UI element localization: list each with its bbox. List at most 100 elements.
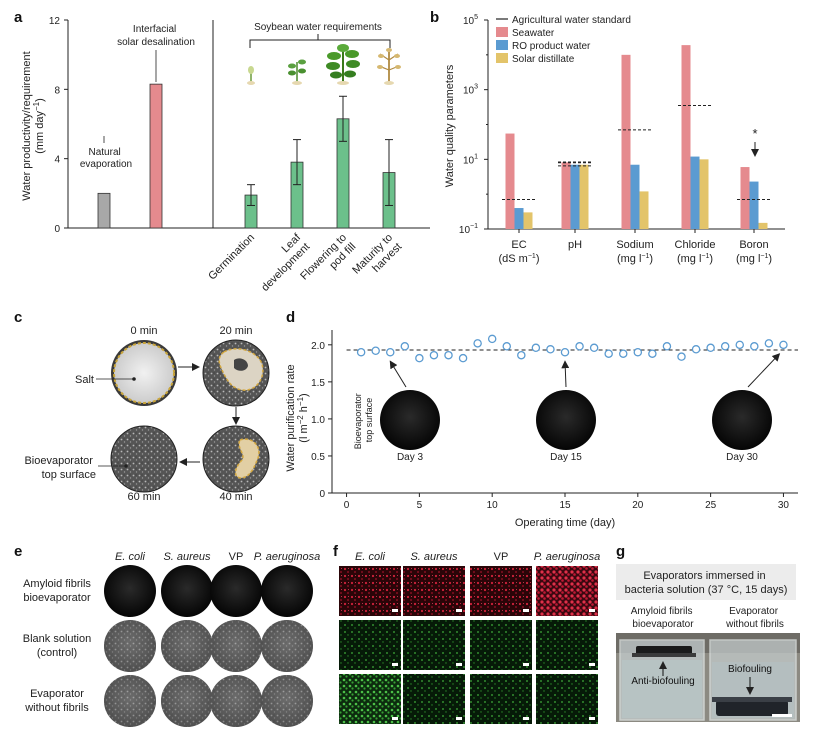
- panel-d-ytick-label: 0.5: [311, 452, 325, 463]
- panel-f-micrograph: [536, 620, 598, 670]
- panel-d-point: [735, 340, 745, 350]
- panel-b-bar: [523, 212, 533, 229]
- panel-b-ytick-label: 101: [463, 153, 478, 166]
- panel-a-ytick-label: 12: [49, 16, 61, 27]
- panel-f-scale-bar: [456, 717, 462, 720]
- row-label-line: bioevaporator: [23, 592, 91, 604]
- panel-e-plate: [104, 565, 156, 617]
- panel-b-bar: [749, 181, 759, 229]
- panel-b-xtick-label: Sodium: [616, 239, 653, 251]
- panel-f-micrograph: [536, 674, 598, 724]
- panel-b-bar: [621, 54, 631, 230]
- panel-f-micrograph: [470, 620, 532, 670]
- panel-b-bar: [579, 164, 589, 229]
- panel-f-column-headers: E. coli S. aureus VP P. aeruginosa: [355, 551, 600, 563]
- salt-label: Salt: [75, 374, 94, 386]
- disc-0min: [111, 340, 177, 406]
- time-label-20: 20 min: [219, 325, 252, 337]
- panel-label-c: c: [14, 309, 22, 326]
- panel-d-ylabel-unit-close: ): [298, 393, 310, 397]
- unit-sup: −1: [760, 253, 768, 260]
- panel-f-scale-bar: [523, 609, 529, 612]
- legend-swatch: [496, 27, 508, 37]
- maturity-plant-icon: [377, 48, 401, 85]
- panel-d-point: [356, 347, 366, 357]
- panel-d-point: [444, 350, 453, 360]
- bioevaporator-label-line1: Bioevaporator: [24, 455, 93, 467]
- panel-e-plate-shade: [210, 675, 262, 727]
- panel-d-points: [356, 334, 788, 363]
- panel-g-caption-line1: Evaporators immersed in: [643, 570, 765, 582]
- unit-close: ): [536, 253, 540, 265]
- panel-d-point: [575, 342, 584, 351]
- panel-a: a Water productivity/requirement (mm day…: [14, 9, 430, 294]
- panel-b-xtick-label: pH: [568, 239, 582, 251]
- panel-c: c 0 min 20 min 60 min 40 min: [14, 309, 270, 503]
- panel-g-left-label-line1: Amyloid fibrils: [631, 606, 693, 617]
- panel-d-point: [677, 352, 686, 361]
- soybean-bracket: [249, 34, 391, 48]
- panel-label-f: f: [333, 543, 339, 560]
- legend-swatch: [496, 40, 508, 50]
- panel-a-yticks: 0 4 8 12: [49, 16, 68, 235]
- row-label-line: Evaporator: [30, 688, 84, 700]
- panel-e-plate: [161, 565, 213, 617]
- panel-a-ytick-label: 0: [54, 224, 60, 235]
- panel-e-row-label: Blank solution (control): [23, 633, 92, 659]
- panel-d-inset-label: Day 15: [550, 452, 582, 463]
- panel-f-micrograph: [403, 620, 465, 670]
- panel-d-point: [706, 343, 715, 353]
- salt-leader-dot: [132, 377, 136, 381]
- panel-d-xtick-label: 30: [778, 500, 790, 511]
- panel-f-scale-bar: [456, 609, 462, 612]
- ytick-base: 10: [463, 155, 475, 166]
- panel-b-bar: [740, 167, 750, 229]
- annotation-soybean: Soybean water requirements: [254, 22, 382, 33]
- panel-b-legend: Agricultural water standard Seawater RO pr…: [496, 15, 631, 65]
- panel-f-micrograph: [403, 674, 465, 724]
- panel-g: g Evaporators immersed in bacteria solut…: [616, 543, 800, 722]
- germination-plant-icon: [247, 66, 255, 85]
- legend-label: Solar distillate: [512, 54, 575, 65]
- unit-text: (mg l: [736, 253, 760, 265]
- row-label-line: Blank solution: [23, 633, 92, 645]
- panel-a-ytick-label: 4: [54, 155, 60, 166]
- panel-label-g: g: [616, 543, 625, 560]
- panel-d-point: [458, 353, 468, 363]
- panel-f-micrograph: [339, 674, 401, 724]
- panel-e-row-labels: Amyloid fibrils bioevaporator Blank soluti…: [23, 578, 92, 714]
- panel-d-xtick-label: 10: [487, 500, 499, 511]
- ytick-exp: −1: [470, 223, 478, 230]
- panel-a-xtick-label: Leafdevelopment: [250, 231, 313, 294]
- ytick-exp: 1: [474, 153, 478, 160]
- panel-d-point: [648, 349, 657, 358]
- panel-g-caption-line2: bacteria solution (37 °C, 15 days): [625, 584, 788, 596]
- panel-d-point: [429, 350, 439, 360]
- panel-d-point: [531, 343, 541, 353]
- panel-b-xtick-unit: (mg l−1): [736, 253, 772, 265]
- panel-e-plate-shade: [104, 675, 156, 727]
- panel-e-column-header: E. coli: [115, 551, 146, 563]
- panel-e-column-header: P. aeruginosa: [254, 551, 320, 563]
- panel-d-point: [517, 350, 526, 360]
- panel-e-column-header: VP: [229, 551, 244, 563]
- panel-d-xlabel: Operating time (day): [515, 517, 615, 529]
- panel-e-plate-shade: [161, 620, 213, 672]
- inset-caption-line1: Bioevaporator: [353, 393, 363, 449]
- panel-e-column-header: S. aureus: [163, 551, 211, 563]
- panel-label-b: b: [430, 9, 439, 26]
- panel-g-anti-label: Anti-biofouling: [631, 676, 694, 687]
- panel-d-point: [487, 334, 497, 344]
- panel-g-left-label-line2: bioevaporator: [632, 619, 694, 630]
- panel-d-inset-arrow: [389, 360, 407, 388]
- panel-f-column-header: VP: [494, 551, 509, 563]
- unit-sup: −1: [528, 253, 536, 260]
- panel-d-ylabel-unit: (l m−2 h−1): [296, 393, 310, 442]
- time-label-40: 40 min: [219, 491, 252, 503]
- panel-f-scale-bar: [589, 717, 595, 720]
- ytick-base: 10: [459, 225, 471, 236]
- annotation-interfacial-line1: Interfacial: [133, 24, 176, 35]
- panel-d-inset-disc: [536, 390, 596, 450]
- panel-a-ylabel-unit-text: (mm day: [34, 111, 46, 154]
- panel-e-plate: [261, 565, 313, 617]
